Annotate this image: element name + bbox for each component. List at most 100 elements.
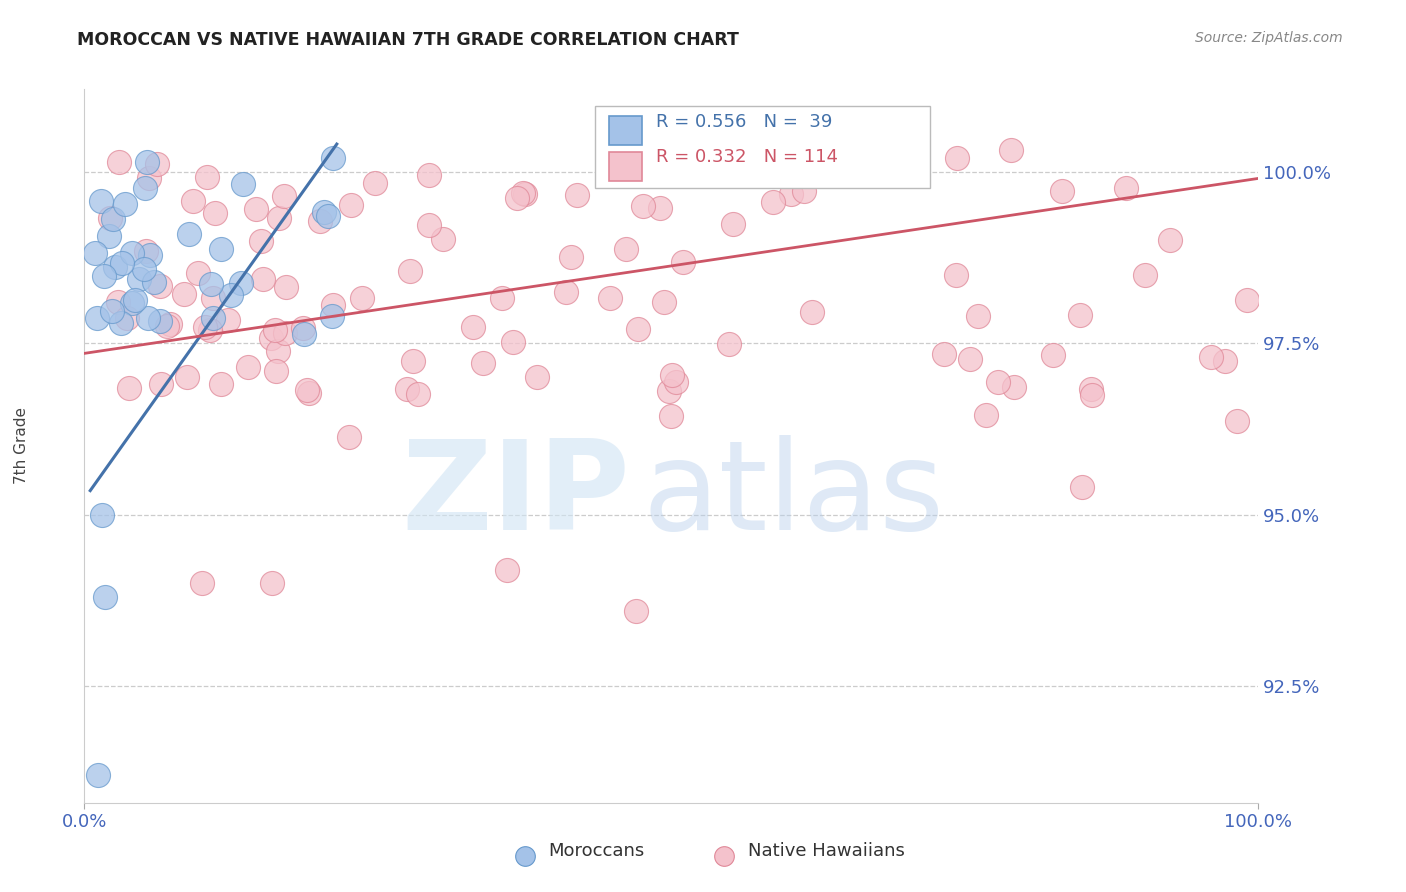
Point (108, 155, 131, 169)
Point (650, 201, 672, 215)
Point (187, 266, 209, 280)
Point (250, 234, 273, 248)
Point (121, 246, 143, 260)
Point (173, 287, 195, 301)
Point (139, 248, 162, 262)
Point (115, 311, 138, 326)
Point (945, 268, 967, 283)
Point (217, 313, 239, 327)
Point (149, 278, 172, 293)
Point (322, 151, 344, 165)
Text: MOROCCAN VS NATIVE HAWAIIAN 7TH GRADE CORRELATION CHART: MOROCCAN VS NATIVE HAWAIIAN 7TH GRADE CO… (77, 31, 740, 49)
Point (1052, 184, 1074, 198)
Point (1071, 480, 1094, 494)
Point (565, 188, 588, 202)
Point (124, 293, 146, 308)
Text: ZIP: ZIP (402, 435, 630, 557)
Point (138, 171, 160, 186)
Point (491, 291, 513, 305)
Point (624, 604, 647, 618)
Point (399, 264, 422, 278)
Point (104, 260, 127, 274)
Point (262, 576, 284, 591)
Point (264, 323, 287, 337)
Point (986, 375, 1008, 389)
Point (219, 288, 242, 302)
Text: atlas: atlas (643, 435, 945, 557)
Point (1115, 180, 1137, 194)
Point (107, 295, 129, 310)
Point (661, 368, 683, 383)
Point (502, 335, 524, 350)
Point (717, 337, 740, 351)
Point (631, 199, 654, 213)
Bar (609, 116, 643, 145)
Point (110, 316, 132, 330)
Point (1159, 233, 1181, 247)
Point (273, 188, 295, 202)
Point (1081, 388, 1104, 402)
Point (337, 430, 360, 444)
Point (721, 217, 744, 231)
Text: Native Hawaiians: Native Hawaiians (748, 842, 904, 860)
Point (118, 380, 141, 394)
Point (418, 168, 440, 182)
Text: R = 0.556   N =  39: R = 0.556 N = 39 (657, 112, 832, 131)
Point (121, 296, 143, 310)
Point (245, 202, 267, 217)
Point (461, 319, 484, 334)
Point (418, 218, 440, 232)
Point (599, 291, 621, 305)
Y-axis label: 7th Grade: 7th Grade (14, 408, 28, 484)
Point (91, 508, 114, 522)
Point (309, 214, 332, 228)
Point (316, 210, 339, 224)
Point (800, 305, 823, 319)
Bar (609, 152, 643, 180)
Point (111, 256, 134, 270)
Point (352, 291, 374, 305)
Point (471, 355, 494, 369)
Point (90, 194, 112, 208)
Point (145, 156, 167, 170)
Text: Moroccans: Moroccans (548, 842, 644, 860)
Point (793, 184, 815, 198)
Point (672, 255, 695, 269)
Point (114, 197, 136, 211)
Point (762, 194, 785, 209)
Point (191, 576, 214, 591)
Point (1236, 293, 1258, 307)
Point (1213, 354, 1236, 368)
Point (200, 277, 222, 291)
Point (179, 227, 201, 241)
Point (143, 276, 166, 290)
Point (134, 181, 156, 195)
Point (232, 178, 254, 192)
Point (395, 382, 418, 396)
Point (321, 310, 343, 324)
Point (932, 347, 955, 361)
Point (149, 377, 172, 392)
Point (132, 261, 155, 276)
Point (274, 279, 297, 293)
Point (364, 176, 387, 190)
Point (93, 268, 115, 283)
Point (1042, 348, 1064, 362)
Point (513, 186, 536, 201)
Point (267, 344, 290, 359)
Point (314, 204, 336, 219)
Point (946, 151, 969, 165)
Point (264, 364, 287, 378)
Point (209, 242, 232, 256)
Point (136, 310, 159, 325)
Point (181, 194, 204, 208)
Point (1080, 382, 1102, 396)
Point (87, 768, 110, 782)
Point (236, 359, 259, 374)
Point (155, 319, 177, 334)
Point (86, 311, 108, 326)
Point (652, 294, 675, 309)
Point (195, 169, 218, 184)
Point (1000, 143, 1022, 157)
Point (1199, 351, 1222, 365)
